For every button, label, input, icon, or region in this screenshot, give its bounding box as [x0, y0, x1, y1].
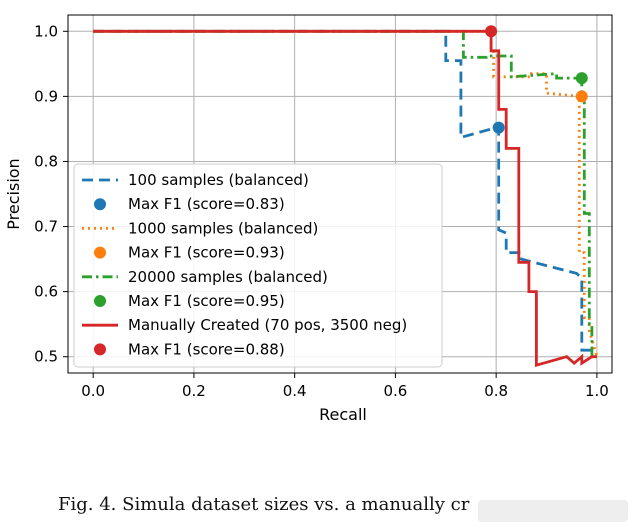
figure-caption: Fig. 4. Simula dataset sizes vs. a manua…	[58, 494, 470, 515]
series-line-6	[93, 29, 597, 368]
legend-label-1: Max F1 (score=0.83)	[128, 195, 285, 213]
x-tick-label: 0.8	[484, 382, 508, 400]
series-line-2	[93, 29, 599, 358]
y-tick-label: 0.8	[34, 152, 58, 170]
x-axis-label: Recall	[319, 405, 367, 424]
legend-label-0: 100 samples (balanced)	[128, 171, 309, 189]
x-tick-label: 0.4	[283, 382, 307, 400]
y-tick-label: 0.5	[34, 348, 58, 366]
x-tick-label: 1.0	[585, 382, 609, 400]
legend-label-3: Max F1 (score=0.93)	[128, 244, 285, 262]
y-tick-label: 0.7	[34, 218, 58, 236]
series-lines	[93, 29, 599, 368]
x-axis-ticks: 0.0 0.2 0.4 0.6 0.8 1.0	[81, 373, 609, 400]
legend-label-5: Max F1 (score=0.95)	[128, 292, 285, 310]
legend-label-6: Manually Created (70 pos, 3500 neg)	[128, 316, 407, 334]
max-f1-marker-3	[575, 90, 588, 103]
max-f1-marker-1	[492, 121, 505, 134]
legend-box	[73, 163, 443, 368]
y-tick-label: 1.0	[34, 22, 58, 40]
legend-label-7: Max F1 (score=0.88)	[128, 340, 285, 358]
legend-marker-3	[94, 246, 106, 259]
legend-marker-1	[94, 198, 106, 211]
x-tick-label: 0.0	[81, 382, 105, 400]
pr-curve-chart: 0.0 0.2 0.4 0.6 0.8 1.0 0.5 0.6 0.7 0.8 0.9 1.0 Re…	[4, 14, 613, 424]
series-line-4	[93, 29, 597, 359]
max-f1-marker-7	[485, 25, 498, 38]
legend-marker-7	[94, 343, 106, 356]
legend: 100 samples (balanced) Max F1 (score=0.83…	[73, 163, 443, 368]
y-tick-label: 0.9	[34, 87, 58, 105]
max-f1-markers	[485, 25, 588, 134]
y-axis-ticks: 0.5 0.6 0.7 0.8 0.9 1.0	[34, 22, 68, 366]
y-axis-label: Precision	[4, 158, 23, 229]
watermark-overlay	[478, 500, 628, 522]
series-line-0	[93, 29, 597, 352]
legend-label-2: 1000 samples (balanced)	[128, 219, 318, 237]
y-tick-label: 0.6	[34, 283, 58, 301]
plot-frame	[67, 14, 613, 374]
max-f1-marker-5	[575, 72, 588, 85]
legend-marker-5	[94, 295, 106, 307]
x-tick-label: 0.2	[182, 382, 206, 400]
x-tick-label: 0.6	[383, 382, 407, 400]
legend-label-4: 20000 samples (balanced)	[128, 268, 328, 286]
